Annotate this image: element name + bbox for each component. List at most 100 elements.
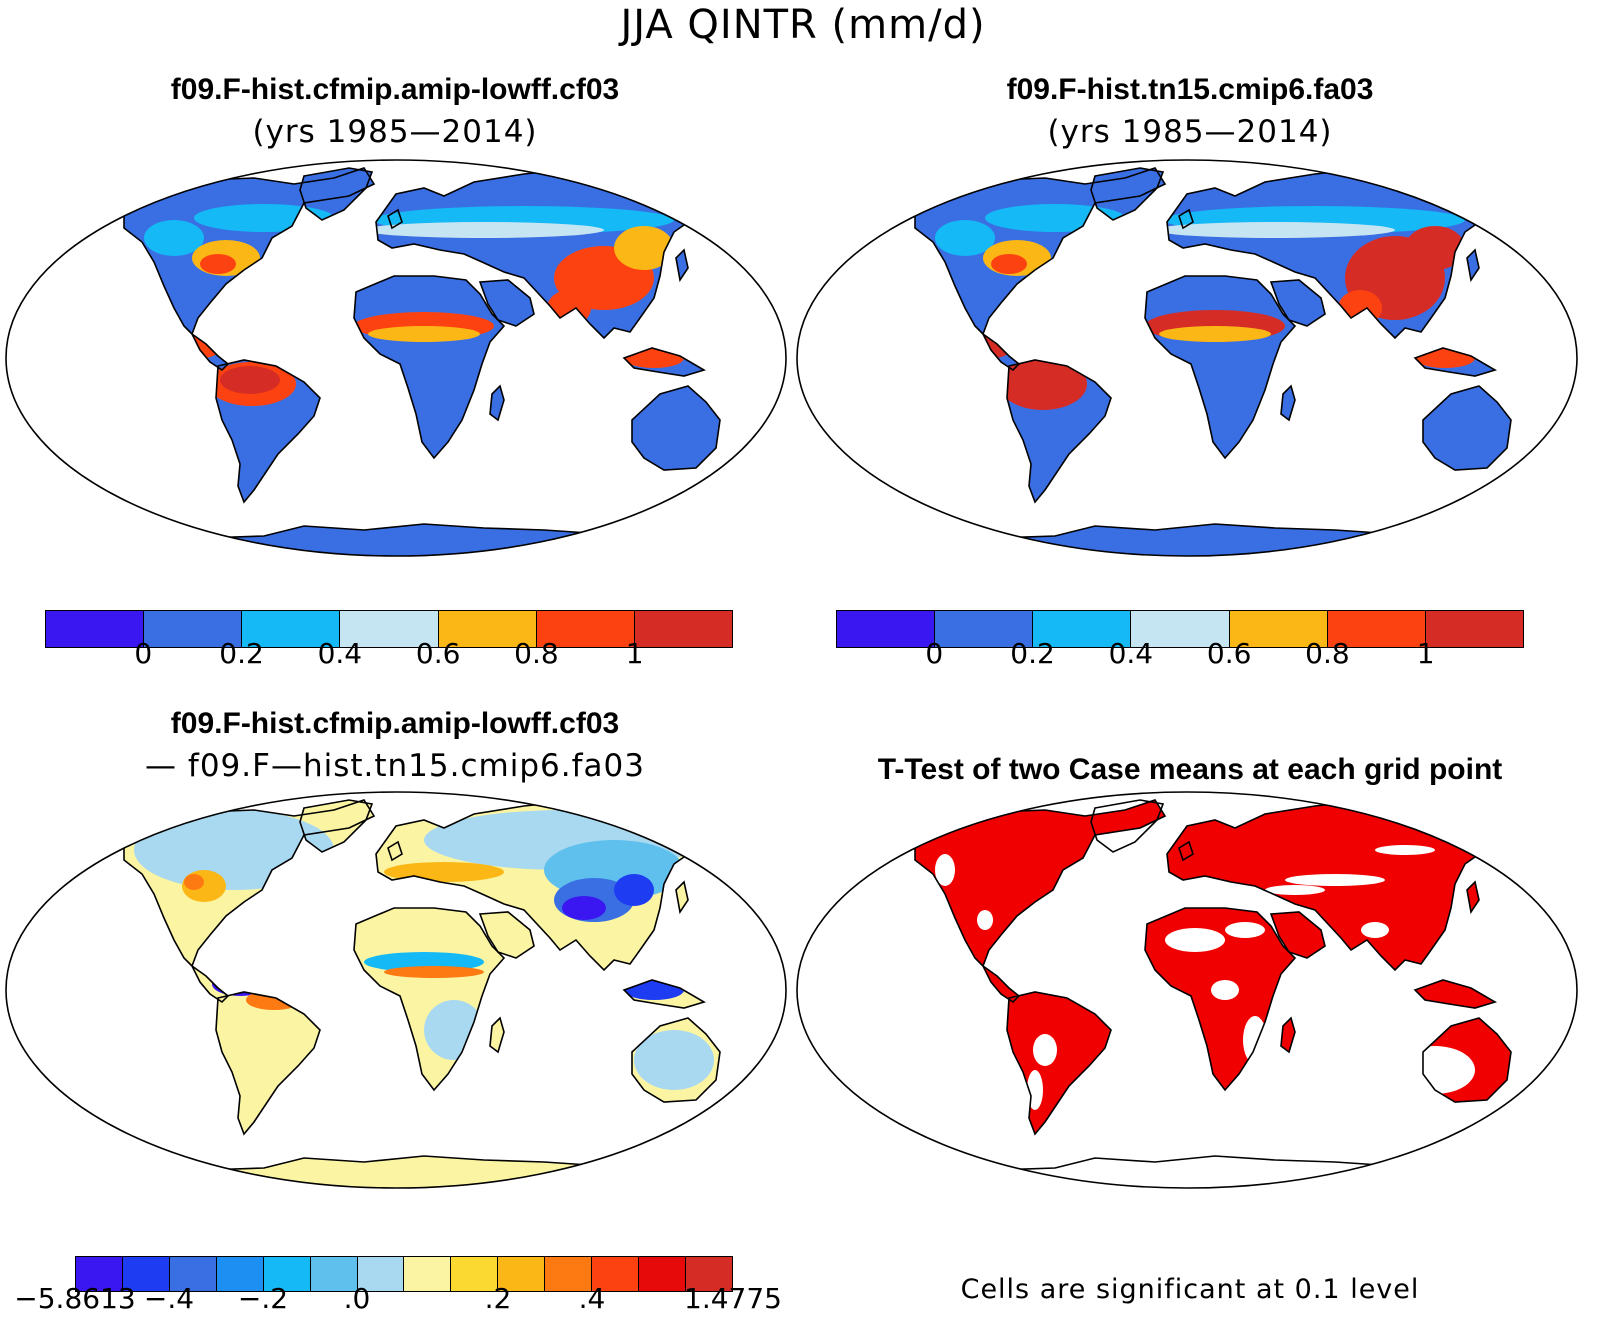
coastline [982, 965, 1021, 1004]
colorbar-swatch [1424, 611, 1523, 647]
insignificant-region [1225, 922, 1265, 938]
coastline [1413, 979, 1497, 1009]
field-region [384, 862, 504, 882]
colorbar-tick-label: 0.4 [1108, 637, 1154, 670]
land-arabia [480, 280, 534, 326]
coastline [387, 208, 403, 230]
land-southAmerica [216, 992, 320, 1134]
colorbar-swatch [241, 611, 340, 647]
colorbar-tick-label: 0.8 [1305, 637, 1350, 670]
land-arabia [1271, 280, 1325, 326]
panel1-colorbar [45, 610, 733, 648]
coastline [1466, 880, 1480, 915]
field-region [364, 222, 604, 238]
colorbar-tick-label: 0.6 [1206, 637, 1252, 670]
colorbar-tick-label: .4 [578, 1282, 606, 1315]
colorbar-swatch [1326, 611, 1425, 647]
field-region [634, 1030, 714, 1090]
colorbar-swatch [121, 1257, 169, 1291]
panel3-subtitle: — f09.F—hist.tn15.cmip6.fa03 [145, 748, 645, 784]
colorbar-swatch [76, 1257, 122, 1291]
coastline [1466, 248, 1480, 283]
land-antarctica [164, 524, 644, 556]
coastline [914, 167, 1167, 336]
colorbar-swatch [168, 1257, 216, 1291]
coastline [1006, 991, 1112, 1136]
colorbar-tick-label: −.4 [143, 1282, 195, 1315]
panel2-title: f09.F-hist.tn15.cmip6.fa03 [1006, 73, 1374, 106]
field-region [384, 966, 484, 978]
coastline [1144, 907, 1297, 1092]
coastline [1422, 385, 1512, 471]
significant-land-southAmerica [1007, 992, 1111, 1134]
field-region [1159, 326, 1271, 342]
land-australia [1423, 386, 1511, 470]
coastline [489, 384, 505, 422]
coastline [1090, 167, 1165, 221]
coastline [1006, 359, 1112, 504]
field-region [1415, 348, 1475, 368]
panel2-colorbar [836, 610, 1524, 648]
coastline [631, 1017, 721, 1103]
panel3-title: f09.F-hist.cfmip.amip-lowff.cf03 [170, 707, 620, 740]
field-region [194, 204, 334, 232]
colorbar-swatch [143, 611, 242, 647]
colorbar-tick-label: .0 [343, 1282, 371, 1315]
coastline [982, 333, 1021, 372]
coastline [163, 523, 645, 556]
colorbar-swatch [591, 1257, 639, 1291]
field-region [547, 290, 591, 326]
coastline [1178, 840, 1194, 862]
coastline [163, 1155, 645, 1188]
coastline [622, 347, 706, 377]
colorbar-swatch [450, 1257, 498, 1291]
colorbar-swatch [684, 1257, 732, 1291]
coastline [353, 275, 506, 460]
panel3-colorbar [75, 1256, 733, 1292]
colorbar-swatch [403, 1257, 451, 1291]
colorbar-tick-label: 0.6 [415, 637, 461, 670]
coastline [622, 979, 706, 1009]
coastline [215, 991, 321, 1136]
colorbar-swatch [535, 611, 634, 647]
coastline [1269, 279, 1326, 327]
insignificant-region [1165, 928, 1225, 952]
colorbar-swatch [46, 611, 144, 647]
significant-land-northAmerica [915, 800, 1165, 966]
coastline [1422, 1017, 1512, 1103]
coastline [675, 248, 689, 283]
field-region [991, 254, 1027, 274]
field-region [1155, 222, 1395, 238]
colorbar-tick-label: 0 [925, 637, 944, 670]
map-border [796, 159, 1578, 557]
field-region [1405, 226, 1465, 270]
colorbar-swatch [339, 611, 438, 647]
coastline [954, 1155, 1436, 1188]
colorbar-swatch [1228, 611, 1327, 647]
insignificant-region [1211, 980, 1239, 1000]
coastline [1280, 1016, 1296, 1054]
colorbar-swatch [934, 611, 1033, 647]
panel3-map [5, 791, 787, 1189]
coastline [353, 907, 506, 1092]
land-antarctica [955, 524, 1435, 556]
coastline [1144, 275, 1297, 460]
field-region [220, 366, 280, 394]
colorbar-tick-label: 0.2 [1010, 637, 1055, 670]
panel1-subtitle: (yrs 1985—2014) [252, 114, 538, 150]
colorbar-tick-label: 1 [1416, 637, 1435, 670]
panel2-colorbar-ticks: 0 0.2 0.4 0.6 0.8 1 [836, 637, 1524, 671]
coastline [215, 359, 321, 504]
land-arabia [480, 912, 534, 958]
coastline [191, 965, 230, 1004]
panel1-title: f09.F-hist.cfmip.amip-lowff.cf03 [170, 73, 620, 106]
coastline [489, 1016, 505, 1054]
colorbar-swatch [544, 1257, 592, 1291]
coastline [123, 167, 376, 336]
field-region [1011, 366, 1071, 394]
colorbar-swatch [1032, 611, 1131, 647]
colorbar-swatch [356, 1257, 404, 1291]
colorbar-swatch [633, 611, 732, 647]
colorbar-tick-label: 0.2 [219, 637, 264, 670]
field-region [624, 348, 684, 368]
